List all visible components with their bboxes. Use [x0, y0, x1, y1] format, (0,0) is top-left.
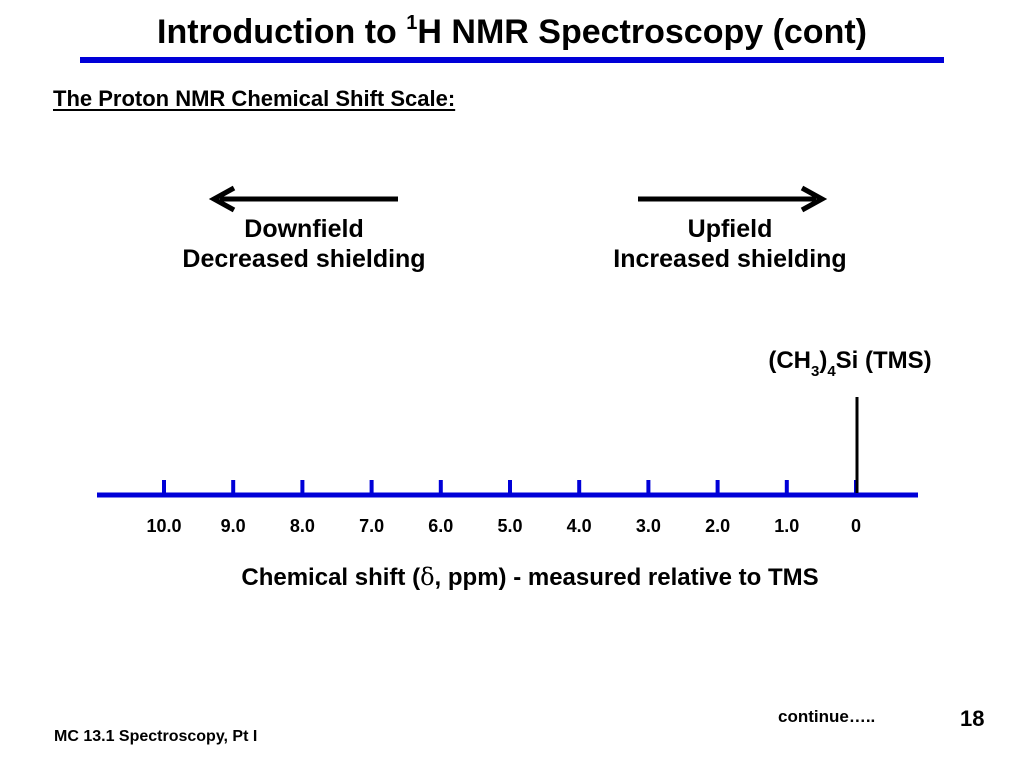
axis-tick-labels: 10.0 9.0 8.0 7.0 6.0 5.0 4.0 3.0 2.0 1.0 0	[146, 516, 861, 536]
tms-part3: Si (TMS)	[835, 347, 932, 374]
title-suffix: H NMR Spectroscopy (cont)	[417, 13, 867, 51]
title-superscript: 1	[406, 11, 418, 34]
axis-tick-label: 9.0	[221, 516, 246, 536]
upfield-arrow	[638, 185, 828, 213]
upfield-title: Upfield	[687, 215, 773, 243]
downfield-description: Decreased shielding	[182, 245, 426, 273]
slide-title: Introduction to 1H NMR Spectroscopy (con…	[0, 12, 1024, 52]
tms-subscript-3: 3	[810, 362, 820, 380]
axis-tick-label: 8.0	[290, 516, 315, 536]
axis-tick-label: 6.0	[428, 516, 453, 536]
continue-text: continue…..	[778, 707, 876, 726]
tms-subscript-4: 4	[827, 362, 836, 380]
tms-part2: )	[819, 347, 828, 374]
axis-tick-label: 1.0	[774, 516, 799, 536]
downfield-label: Downfield Decreased shielding	[154, 214, 454, 274]
axis-tick-label: 2.0	[705, 516, 730, 536]
title-prefix: Introduction to	[157, 13, 407, 51]
axis-tick-label: 3.0	[636, 516, 661, 536]
upfield-label: Upfield Increased shielding	[580, 214, 880, 274]
delta-symbol: δ	[420, 563, 435, 591]
axis-tick-label: 0	[851, 516, 861, 536]
tms-label: (CH3)4Si (TMS)	[730, 346, 970, 379]
downfield-arrow	[208, 185, 398, 213]
downfield-title: Downfield	[244, 215, 364, 243]
axis-caption-pre: Chemical shift (	[241, 564, 421, 591]
axis-tick-label: 10.0	[146, 516, 181, 536]
upfield-description: Increased shielding	[613, 245, 847, 273]
footer-course-label: MC 13.1 Spectroscopy, Pt I	[54, 728, 258, 745]
title-underline-rule	[80, 57, 944, 63]
axis-tick-label: 5.0	[497, 516, 522, 536]
axis-caption-post: , ppm) - measured relative to TMS	[434, 564, 819, 591]
page-number: 18	[960, 706, 985, 731]
section-heading: The Proton NMR Chemical Shift Scale:	[53, 86, 456, 111]
axis-tick-label: 4.0	[567, 516, 592, 536]
axis-caption: Chemical shift (δ, ppm) - measured relat…	[100, 562, 960, 593]
axis-tick-label: 7.0	[359, 516, 384, 536]
tms-part1: (CH	[768, 347, 811, 374]
